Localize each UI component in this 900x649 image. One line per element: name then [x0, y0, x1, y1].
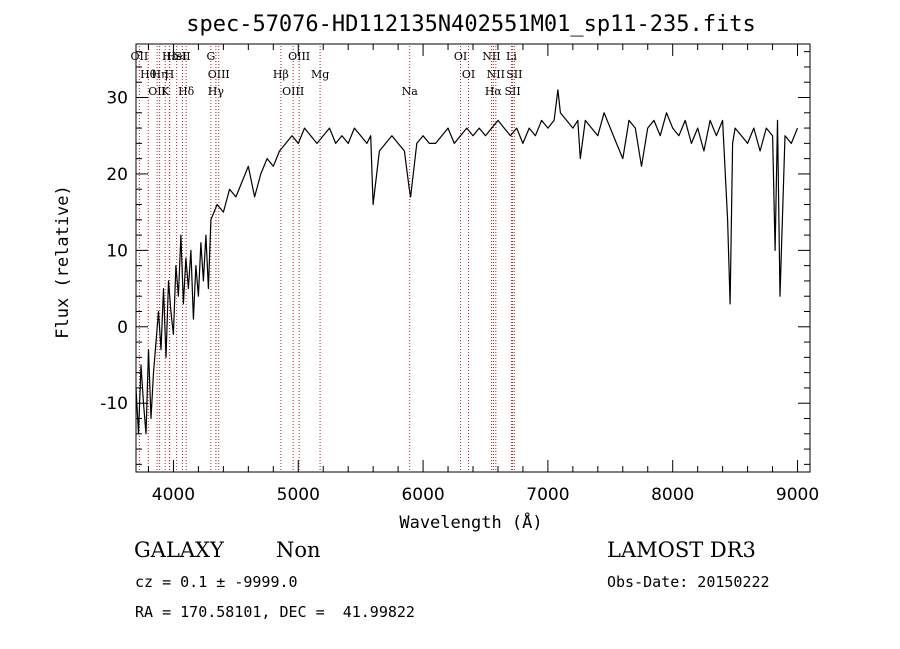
x-tick-label: 8000 — [651, 485, 694, 505]
y-axis: -10 0 10 20 30 — [100, 51, 810, 465]
spectral-line-label: H — [165, 68, 175, 81]
spectral-line-label: OIII — [208, 68, 230, 81]
spectrum-plot: spec-57076-HD112135N402551M01_sp11-235.f… — [53, 12, 819, 533]
spectral-line-label: G — [206, 50, 215, 63]
spectral-line-label: OII — [131, 50, 149, 63]
spectral-lines — [138, 46, 515, 472]
survey-label: LAMOST DR3 — [607, 538, 756, 562]
obs-date: Obs-Date: 20150222 — [607, 573, 770, 591]
x-tick-label: 9000 — [776, 485, 819, 505]
spectral-line-label: NII — [482, 50, 500, 63]
class-label: GALAXY — [134, 538, 224, 562]
spectral-line-label: OI — [454, 50, 467, 63]
spectral-line-label: OIII — [282, 85, 304, 98]
y-tick-label: 20 — [106, 165, 128, 185]
spectral-line-label: Hα — [485, 85, 503, 98]
spectral-line-label: OII — [148, 85, 166, 98]
y-tick-label: 10 — [106, 241, 128, 261]
spectral-line-label: SII — [504, 85, 520, 98]
x-tick-label: 4000 — [152, 485, 195, 505]
spectral-line-label: Mg — [311, 68, 329, 81]
y-tick-label: -10 — [100, 394, 128, 414]
spectral-line-label: OI — [462, 68, 475, 81]
spectral-line-label: Hθ — [140, 68, 157, 81]
spectral-line-label: NII — [487, 68, 505, 81]
spectral-line-label: HeI — [166, 50, 186, 63]
ra-dec: RA = 170.58101, DEC = 41.99822 — [135, 603, 415, 621]
spectral-line-label: K — [161, 85, 170, 98]
series-layer — [135, 89, 799, 435]
spectral-line-label: Na — [402, 85, 419, 98]
cz-text: cz = 0.1 ± -9999.0 — [135, 573, 298, 591]
y-tick-label: 30 — [106, 89, 128, 109]
spectral-line-label: Hβ — [273, 68, 289, 81]
spectral-line-label: OIII — [288, 50, 310, 63]
spectral-line-label: Li — [506, 50, 517, 63]
x-tick-label: 7000 — [526, 485, 569, 505]
spectral-line-label: SII — [506, 68, 522, 81]
y-axis-label: Flux (relative) — [53, 185, 73, 339]
y-tick-label: 0 — [117, 318, 128, 338]
spectral-line-label: Hη — [151, 68, 167, 81]
spectral-line-label: SII — [174, 50, 190, 63]
spectral-line-label: Hγ — [208, 85, 225, 98]
x-axis-label: Wavelength (Å) — [399, 511, 542, 533]
x-tick-label: 6000 — [401, 485, 444, 505]
spectral-line-labels: OIIHθOIIHεHηKHeIHHδSIIOIIIHγGHβOIIIOIIIM… — [131, 50, 523, 98]
subclass-label: Non — [276, 538, 321, 562]
x-tick-label: 5000 — [277, 485, 320, 505]
plot-frame — [135, 43, 811, 473]
series-line-spectrum — [135, 89, 799, 435]
chart-title: spec-57076-HD112135N402551M01_sp11-235.f… — [186, 12, 756, 37]
x-axis: 4000 5000 6000 7000 8000 9000 — [147, 44, 819, 505]
spectral-line-label: Hδ — [178, 85, 195, 98]
